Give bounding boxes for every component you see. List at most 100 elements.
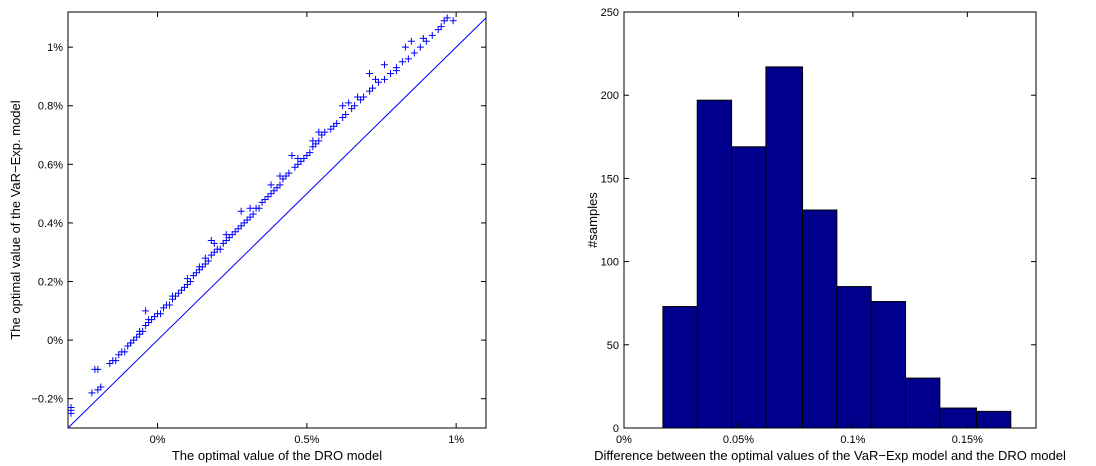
scatter-point [276, 172, 284, 180]
y-axis-label: The optimal value of the VaR−Exp. model [8, 100, 23, 339]
y-tick-label: 250 [601, 7, 619, 19]
scatter-point [380, 61, 388, 69]
scatter-point [94, 386, 102, 394]
scatter-point [306, 149, 314, 157]
scatter-point [180, 283, 188, 291]
scatter-point [297, 157, 305, 165]
scatter-point [106, 360, 114, 368]
reference-line [67, 17, 487, 429]
scatter-point [139, 327, 147, 335]
y-tick-label: −0.2% [32, 394, 64, 406]
scatter-point [121, 348, 129, 356]
scatter-point [401, 43, 409, 51]
histogram-bar [696, 99, 733, 429]
scatter-point [204, 257, 212, 265]
x-tick-label: 0.05% [723, 434, 754, 446]
scatter-point [112, 357, 120, 365]
scatter-point [192, 269, 200, 277]
x-axis-ticks: 0% 0.05% 0.1% 0.15% [616, 12, 983, 446]
scatter-point [130, 336, 138, 344]
scatter-plot-area [67, 11, 487, 429]
x-axis-label: The optimal value of the DRO model [172, 448, 382, 463]
scatter-point [375, 78, 383, 86]
scatter-point [261, 195, 269, 203]
scatter-point [285, 169, 293, 177]
scatter-point [237, 207, 245, 215]
scatter-point [174, 289, 182, 297]
histogram-bar [870, 301, 907, 429]
x-axis-label: Difference between the optimal values of… [594, 448, 1066, 463]
scatter-point [225, 234, 233, 242]
scatter-point [171, 292, 179, 300]
scatter-point [142, 307, 150, 315]
scatter-point [273, 184, 281, 192]
scatter-point [249, 210, 257, 218]
scatter-point [237, 222, 245, 230]
scatter-point [410, 49, 418, 57]
scatter-point [276, 181, 284, 189]
scatter-point [228, 231, 236, 239]
y-axis-ticks: −0.2% 0% 0.2% 0.4% 0.6% 0.8% 1% [32, 42, 486, 406]
scatter-point [88, 389, 96, 397]
scatter-point [440, 17, 448, 25]
y-axis-ticks: 0 50 100 150 200 250 [601, 7, 1036, 435]
scatter-point [177, 286, 185, 294]
scatter-point [115, 351, 123, 359]
scatter-point [183, 280, 191, 288]
x-tick-label: 1% [448, 434, 464, 446]
y-tick-label: 1% [47, 42, 63, 54]
scatter-point [416, 43, 424, 51]
scatter-point [437, 23, 445, 31]
scatter-point [195, 263, 203, 271]
y-axis-label: #samples [585, 192, 600, 248]
y-tick-label: 50 [607, 340, 619, 352]
scatter-point [151, 313, 159, 321]
scatter-point [419, 34, 427, 42]
scatter-point [315, 137, 323, 145]
y-tick-label: 100 [601, 257, 619, 269]
y-tick-label: 0.2% [38, 277, 63, 289]
x-tick-label: 0% [150, 434, 166, 446]
scatter-point [258, 198, 266, 206]
scatter-point [294, 154, 302, 162]
scatter-point [288, 152, 296, 160]
scatter-point [124, 342, 132, 350]
histogram-bar [836, 286, 872, 429]
x-tick-label: 0.1% [840, 434, 865, 446]
scatter-point [354, 93, 362, 101]
x-axis-ticks: 0% 0.5% 1% [150, 12, 464, 446]
histogram-bar [662, 306, 698, 429]
y-tick-label: 0 [613, 423, 619, 435]
scatter-point [267, 181, 275, 189]
scatter-point [189, 272, 197, 280]
scatter-point [404, 55, 412, 63]
y-tick-label: 200 [601, 90, 619, 102]
scatter-point [133, 333, 141, 341]
scatter-point [309, 137, 317, 145]
y-tick-label: 0% [47, 335, 63, 347]
histogram-plot-area [623, 11, 1037, 429]
scatter-point [366, 87, 374, 95]
histogram-bars [662, 66, 1012, 429]
y-tick-label: 0.6% [38, 159, 63, 171]
scatter-point [222, 237, 230, 245]
scatter-point [186, 278, 194, 286]
scatter-point [428, 31, 436, 39]
scatter-point [210, 248, 218, 256]
scatter-point [243, 216, 251, 224]
scatter-point [210, 239, 218, 247]
scatter-point [264, 193, 272, 201]
scatter-point [219, 239, 227, 247]
scatter-point [434, 26, 442, 34]
scatter-chart: 0% 0.5% 1% −0.2% 0% 0.2% 0.4% 0.6% 0.8% 1% The o… [8, 11, 487, 463]
scatter-point [67, 409, 75, 417]
scatter-point [222, 231, 230, 239]
scatter-point [407, 37, 415, 45]
scatter-point [351, 102, 359, 110]
scatter-point [231, 228, 239, 236]
scatter-point [327, 125, 335, 133]
scatter-point [369, 84, 377, 92]
scatter-point [294, 160, 302, 168]
x-tick-label: 0.5% [294, 434, 319, 446]
